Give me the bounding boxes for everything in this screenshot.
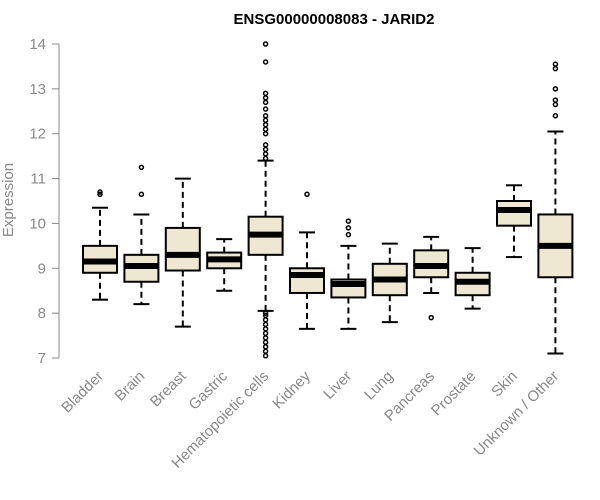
- outlier-point: [345, 225, 352, 231]
- box-bladder: [82, 189, 118, 301]
- outlier-point: [262, 106, 269, 112]
- outlier-point: [345, 231, 352, 238]
- iqr-box: [164, 226, 201, 272]
- box-unknown-other: [537, 61, 574, 355]
- box-pancreas: [413, 235, 450, 321]
- outlier-point: [262, 348, 269, 355]
- box-skin: [496, 184, 532, 259]
- outlier-point: [262, 121, 269, 128]
- x-tick-label: Kidney: [269, 367, 314, 412]
- outlier-point: [552, 61, 559, 67]
- x-tick-label: Skin: [488, 368, 521, 401]
- outlier-point: [262, 130, 269, 137]
- box-liver: [330, 218, 367, 330]
- outlier-point: [262, 95, 269, 101]
- outlier-point: [138, 164, 145, 171]
- outlier-point: [262, 330, 269, 337]
- outlier-point: [262, 344, 269, 350]
- x-tick-label: Prostate: [428, 368, 480, 420]
- outlier-point: [262, 126, 269, 132]
- y-tick-label: 13: [29, 81, 46, 98]
- outlier-point: [262, 335, 269, 341]
- outlier-point: [428, 314, 434, 321]
- iqr-box: [496, 200, 532, 227]
- outlier-point: [262, 142, 269, 148]
- outlier-point: [262, 113, 269, 119]
- x-tick-label: Bladder: [58, 368, 107, 417]
- outlier-point: [552, 65, 559, 72]
- box-prostate: [454, 247, 491, 310]
- outlier-point: [138, 191, 145, 198]
- box-series: [82, 41, 574, 359]
- outlier-point: [262, 59, 269, 65]
- outlier-point: [262, 155, 269, 162]
- x-tick-label: Breast: [147, 367, 190, 410]
- outlier-point: [345, 218, 352, 224]
- outlier-point: [262, 339, 269, 346]
- outlier-point: [262, 146, 269, 153]
- chart-title: ENSG00000008083 - JARID2: [234, 11, 435, 28]
- box-hematopoietic-cells: [247, 41, 284, 359]
- outlier-point: [552, 101, 559, 108]
- box-gastric: [206, 238, 243, 292]
- outlier-point: [304, 191, 310, 198]
- y-tick-label: 14: [29, 36, 46, 53]
- y-tick-label: 7: [38, 350, 46, 367]
- y-tick-label: 11: [30, 171, 46, 188]
- y-tick-label: 12: [29, 126, 46, 143]
- y-tick-label: 9: [38, 260, 46, 277]
- outlier-point: [262, 353, 269, 359]
- outlier-point: [262, 317, 269, 323]
- box-kidney: [289, 191, 325, 330]
- outlier-point: [552, 97, 559, 103]
- outlier-point: [262, 310, 269, 316]
- box-lung: [371, 242, 408, 324]
- outlier-point: [262, 312, 269, 319]
- x-tick-label: Liver: [320, 368, 355, 403]
- outlier-point: [262, 99, 269, 106]
- outlier-point: [262, 151, 269, 157]
- y-axis-label: Expression: [0, 163, 17, 237]
- outlier-point: [262, 41, 269, 47]
- box-brain: [123, 164, 160, 306]
- outlier-point: [262, 117, 269, 124]
- y-axis-ticks: 7 8 9 10 11 12 13 14: [29, 36, 59, 367]
- outlier-point: [262, 321, 269, 328]
- y-tick-label: 8: [38, 305, 46, 322]
- x-tick-label: Brain: [111, 368, 148, 405]
- outlier-point: [97, 189, 103, 195]
- outlier-point: [552, 86, 559, 92]
- iqr-box: [289, 267, 325, 294]
- y-tick-label: 10: [29, 215, 46, 232]
- box-breast: [164, 177, 201, 328]
- outlier-point: [262, 326, 269, 332]
- outlier-point: [97, 191, 103, 198]
- outlier-point: [262, 90, 269, 97]
- x-tick-label: Lung: [361, 368, 397, 404]
- outlier-point: [552, 113, 559, 119]
